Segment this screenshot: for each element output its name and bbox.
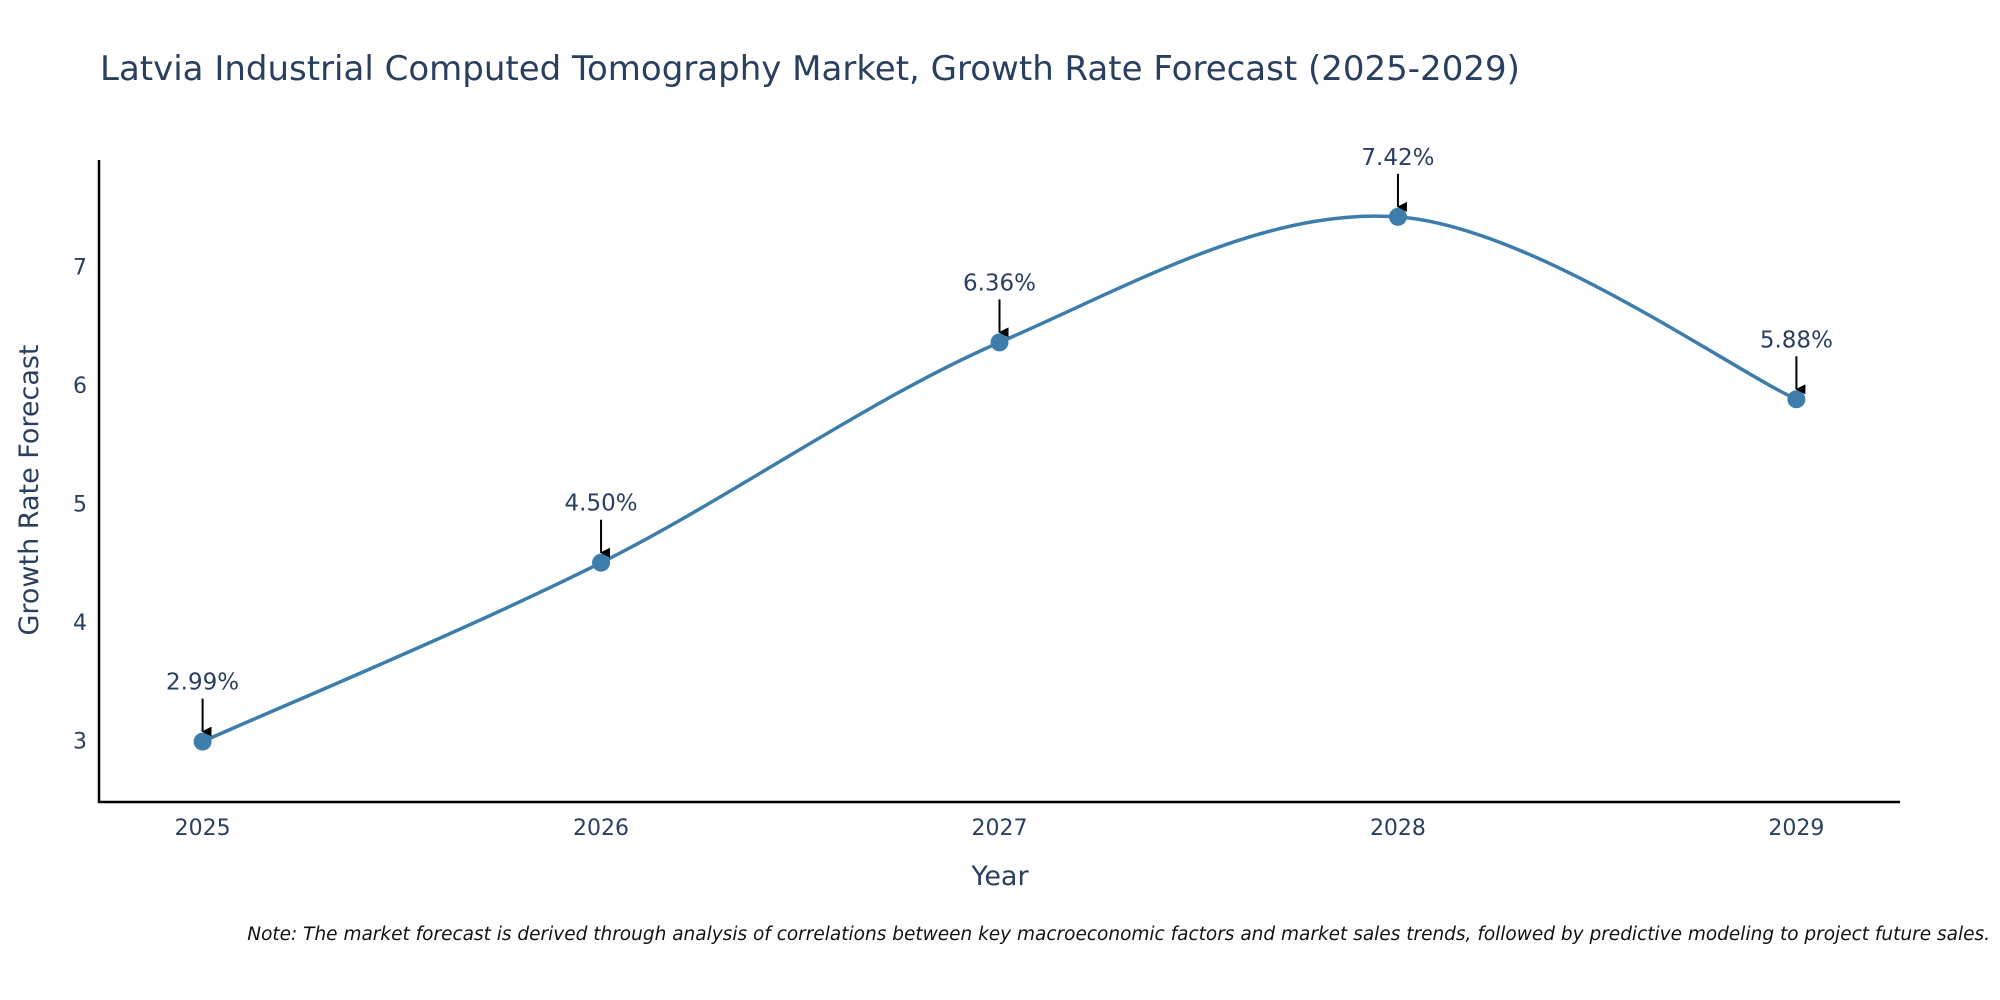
y-tick-label-4: 4 (73, 611, 87, 636)
x-tick-label-2027: 2027 (972, 816, 1028, 841)
data-point-2026 (592, 553, 611, 572)
x-tick-label-2029: 2029 (1768, 816, 1824, 841)
x-axis-title: Year (970, 861, 1029, 892)
data-label-2028: 7.42% (1361, 145, 1434, 171)
data-point-2029 (1787, 390, 1806, 409)
y-tick-label-5: 5 (73, 493, 87, 518)
x-tick-label-2025: 2025 (175, 816, 231, 841)
data-label-2027: 6.36% (963, 270, 1036, 296)
data-point-2027 (990, 333, 1009, 352)
y-tick-label-3: 3 (73, 729, 87, 754)
data-point-2025 (193, 732, 212, 751)
data-point-2028 (1388, 207, 1407, 226)
plot-area: 2.99% 2025 4.50% 2026 6.36% 2027 7.42% 2028 5.88… (73, 145, 1833, 841)
data-label-2026: 4.50% (565, 491, 638, 517)
x-tick-label-2026: 2026 (573, 816, 629, 841)
x-tick-label-2028: 2028 (1370, 816, 1426, 841)
data-label-2025: 2.99% (166, 670, 239, 696)
y-tick-label-6: 6 (73, 374, 87, 399)
data-label-2029: 5.88% (1760, 327, 1833, 353)
y-axis-title: Growth Rate Forecast (14, 344, 45, 635)
chart-title: Latvia Industrial Computed Tomography Ma… (100, 49, 1520, 89)
footnote: Note: The market forecast is derived thr… (247, 924, 1990, 945)
y-tick-label-7: 7 (73, 256, 87, 281)
